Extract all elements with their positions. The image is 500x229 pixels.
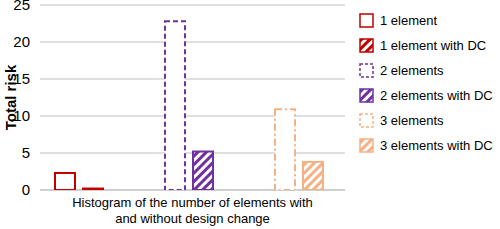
y-axis-label: Total risk — [2, 64, 19, 130]
legend-swatch — [360, 89, 373, 102]
legend-label: 2 elements with DC — [380, 88, 493, 103]
chart: 0510152025Total riskHistogram of the num… — [0, 0, 500, 229]
legend-label: 1 element with DC — [380, 38, 486, 53]
tick-label: 0 — [22, 181, 30, 198]
bar — [303, 162, 323, 190]
tick-label: 5 — [22, 144, 30, 161]
legend-label: 2 elements — [380, 63, 444, 78]
tick-label: 25 — [13, 0, 30, 13]
grid-line — [40, 5, 345, 6]
legend-swatch — [360, 114, 373, 127]
legend-swatch — [360, 39, 373, 52]
x-axis-label: Histogram of the number of elements with… — [72, 195, 313, 226]
grid-line — [40, 42, 345, 43]
legend-swatch — [360, 14, 373, 27]
bar — [83, 189, 103, 190]
bars — [55, 21, 323, 190]
legend-label: 1 element — [380, 13, 437, 28]
legend-label: 3 elements — [380, 113, 444, 128]
bar — [275, 109, 295, 190]
bar — [165, 21, 185, 190]
legend-swatch — [360, 64, 373, 77]
legend-label: 3 elements with DC — [380, 138, 493, 153]
legend-swatch — [360, 139, 373, 152]
bar — [193, 152, 213, 190]
grid-line — [40, 116, 345, 117]
tick-label: 20 — [13, 33, 30, 50]
bar — [55, 173, 75, 190]
grid-line — [40, 79, 345, 80]
